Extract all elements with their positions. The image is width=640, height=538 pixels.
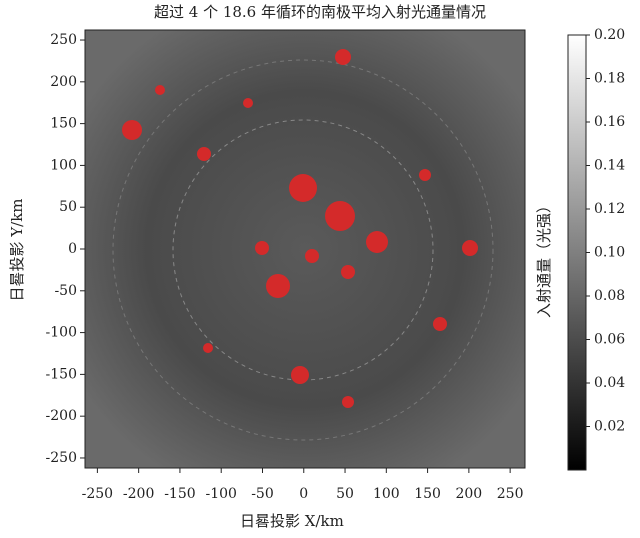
colorbar-tick-label: 0.14: [594, 158, 625, 174]
y-tick-label: 0: [68, 241, 77, 257]
y-tick-label: 50: [59, 199, 77, 215]
colorbar: [567, 34, 587, 471]
x-tick-label: -200: [123, 486, 154, 502]
x-tick-label: -250: [82, 486, 113, 502]
colorbar-label: 入射通量（光强）: [535, 198, 553, 318]
x-tick-label: -150: [164, 486, 195, 502]
x-tick-label: 200: [455, 486, 482, 502]
colorbar-tick-label: 0.18: [594, 71, 625, 87]
map-image: [85, 30, 525, 468]
y-axis-label: 日晷投影 Y/km: [8, 198, 26, 301]
y-tick-label: 100: [50, 157, 77, 173]
colorbar-tick-label: 0.06: [594, 332, 625, 348]
colorbar-tick-label: 0.20: [594, 27, 625, 43]
y-tick-label: -100: [46, 325, 77, 341]
x-tick-label: 150: [414, 486, 441, 502]
y-tick-label: 200: [50, 74, 77, 90]
colorbar-tick-label: 0.12: [594, 201, 625, 217]
x-tick-label: 250: [497, 486, 524, 502]
colorbar-tick-label: 0.04: [594, 375, 625, 391]
colorbar-tick-label: 0.16: [594, 114, 625, 130]
y-tick-label: -50: [54, 283, 77, 299]
y-tick-label: -200: [46, 408, 77, 424]
colorbar-tick-label: 0.08: [594, 288, 625, 304]
x-tick-label: -100: [205, 486, 236, 502]
chart-title: 超过 4 个 18.6 年循环的南极平均入射光通量情况: [154, 3, 486, 21]
x-tick-label: -50: [251, 486, 274, 502]
x-tick-label: 50: [336, 486, 354, 502]
y-tick-label: 250: [50, 32, 77, 48]
y-tick-label: -150: [46, 366, 77, 382]
x-tick-label: 0: [299, 486, 308, 502]
x-tick-label: 100: [373, 486, 400, 502]
x-axis-label: 日晷投影 X/km: [240, 512, 344, 530]
colorbar-tick-label: 0.10: [594, 245, 625, 261]
y-tick-label: 150: [50, 116, 77, 132]
y-tick-label: -250: [46, 450, 77, 466]
colorbar-tick-label: 0.02: [594, 419, 625, 435]
